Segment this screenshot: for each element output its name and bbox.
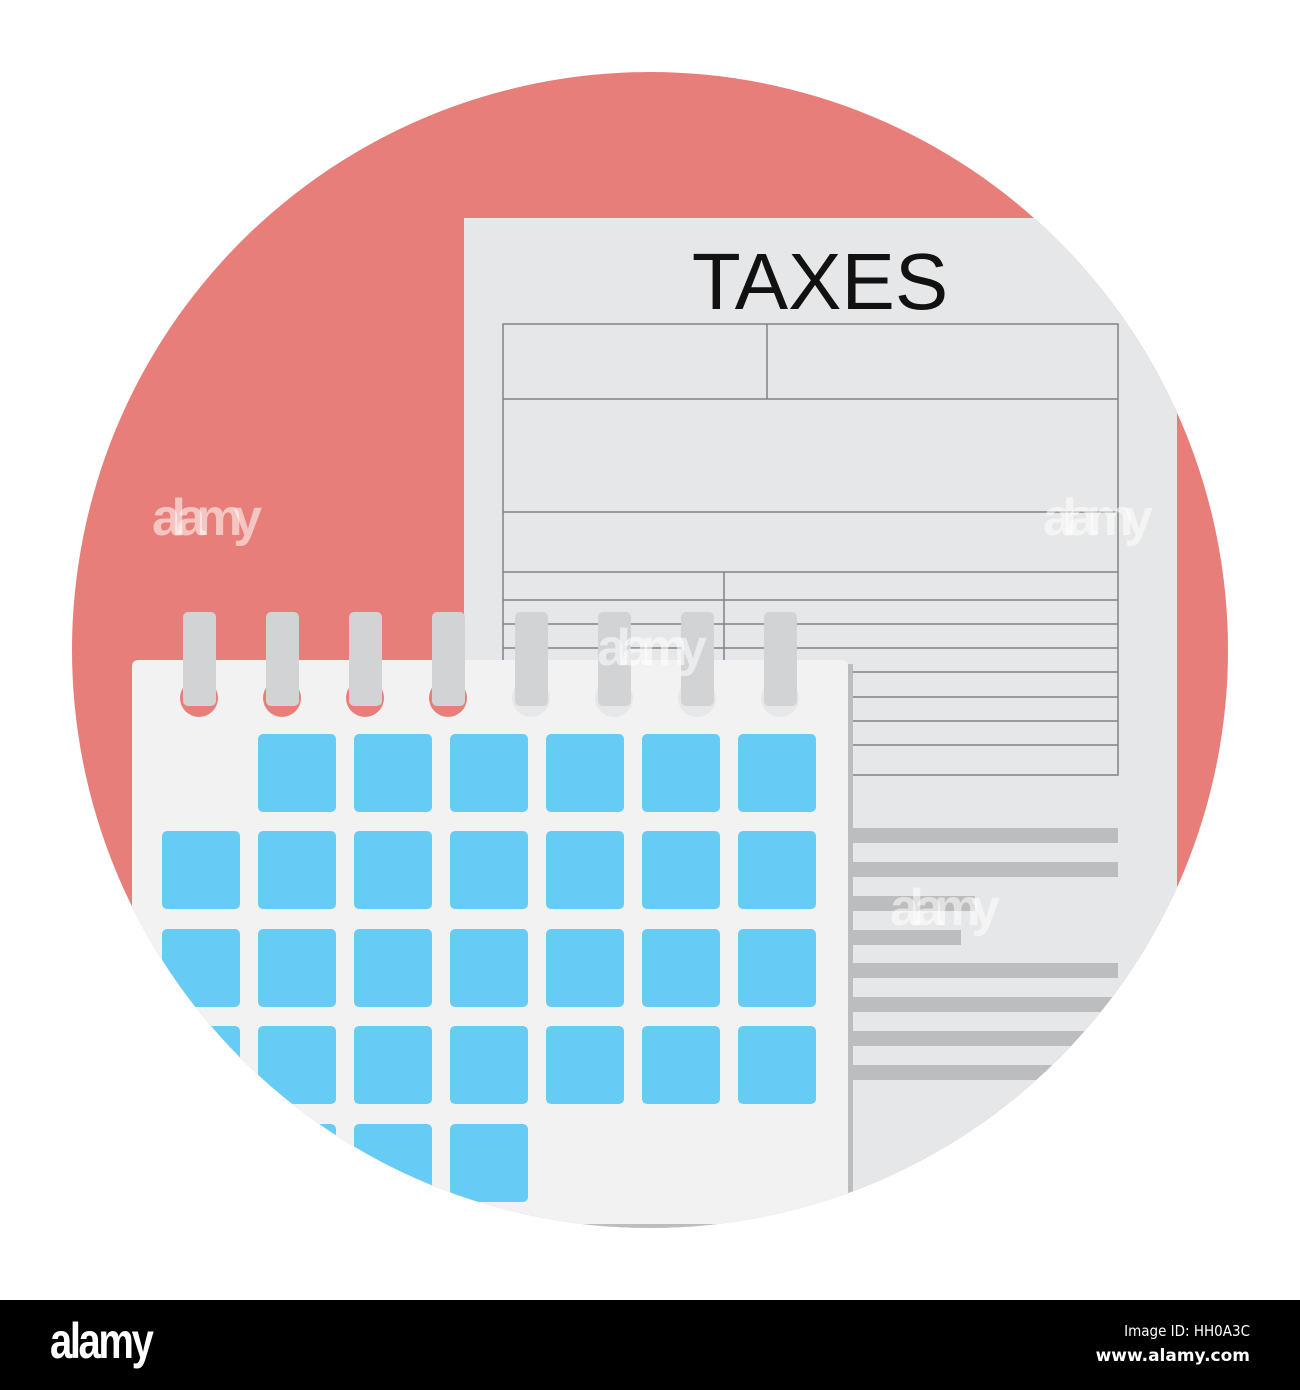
binder-ring xyxy=(183,612,216,706)
taxes-calendar-illustration: TAXES alamy alamy alamy alamy xyxy=(72,72,1228,1228)
binder-ring xyxy=(432,612,465,706)
calendar-day-cell xyxy=(642,929,720,1007)
calendar-day-cell xyxy=(738,734,816,812)
website-link: www.alamy.com xyxy=(1095,1346,1250,1366)
calendar-day-cell xyxy=(354,1026,432,1104)
binder-ring xyxy=(681,612,714,706)
calendar-day-cell xyxy=(258,831,336,909)
binder-ring xyxy=(349,612,382,706)
text-line-bar xyxy=(852,930,961,945)
watermark: alamy xyxy=(890,879,1000,937)
calendar-day-cell xyxy=(546,1026,624,1104)
calendar-day-cell xyxy=(546,734,624,812)
watermark: alamy xyxy=(1043,489,1153,547)
text-line-bar xyxy=(852,1031,1118,1046)
calendar-day-cell xyxy=(162,1124,240,1202)
text-line-bar xyxy=(852,862,1118,877)
watermark: alamy xyxy=(152,489,262,547)
calendar-day-cell xyxy=(642,1026,720,1104)
watermark: alamy xyxy=(597,619,707,677)
calendar-day-cell xyxy=(354,734,432,812)
footer-bar: alamy Image ID: HH0A3C www.alamy.com xyxy=(0,1300,1300,1390)
calendar-day-cell xyxy=(642,831,720,909)
calendar-day-cell xyxy=(354,831,432,909)
text-line-bar xyxy=(852,896,975,911)
calendar-day-cell xyxy=(738,1026,816,1104)
binder-ring xyxy=(764,612,797,706)
binder-ring xyxy=(515,612,548,706)
text-line-bar xyxy=(852,997,1118,1012)
calendar-day-cell xyxy=(258,1026,336,1104)
calendar-day-cell xyxy=(258,1124,336,1202)
calendar-day-cell xyxy=(162,929,240,1007)
calendar-day-cell xyxy=(450,1124,528,1202)
calendar-day-cell xyxy=(258,929,336,1007)
text-line-bar xyxy=(852,1065,1118,1080)
calendar-day-cell xyxy=(738,929,816,1007)
text-line-bar xyxy=(852,963,1118,978)
calendar-day-cell xyxy=(162,831,240,909)
calendar-day-cell xyxy=(258,734,336,812)
calendar-day-cell xyxy=(450,1026,528,1104)
calendar-day-cell xyxy=(738,831,816,909)
image-id: Image ID: HH0A3C xyxy=(1124,1322,1250,1340)
calendar-day-cell xyxy=(162,1026,240,1104)
calendar-day-cell xyxy=(546,831,624,909)
calendar-day-cell xyxy=(450,831,528,909)
binder-ring xyxy=(266,612,299,706)
document-title: TAXES xyxy=(692,237,948,326)
calendar-day-cell xyxy=(546,929,624,1007)
alamy-logo: alamy xyxy=(50,1313,154,1369)
calendar xyxy=(132,612,853,1228)
binder-ring xyxy=(598,612,631,706)
calendar-day-cell xyxy=(354,929,432,1007)
calendar-day-cell xyxy=(450,734,528,812)
calendar-day-cell xyxy=(354,1124,432,1202)
calendar-day-cell xyxy=(642,734,720,812)
text-line-bar xyxy=(852,828,1118,843)
calendar-day-cell xyxy=(450,929,528,1007)
